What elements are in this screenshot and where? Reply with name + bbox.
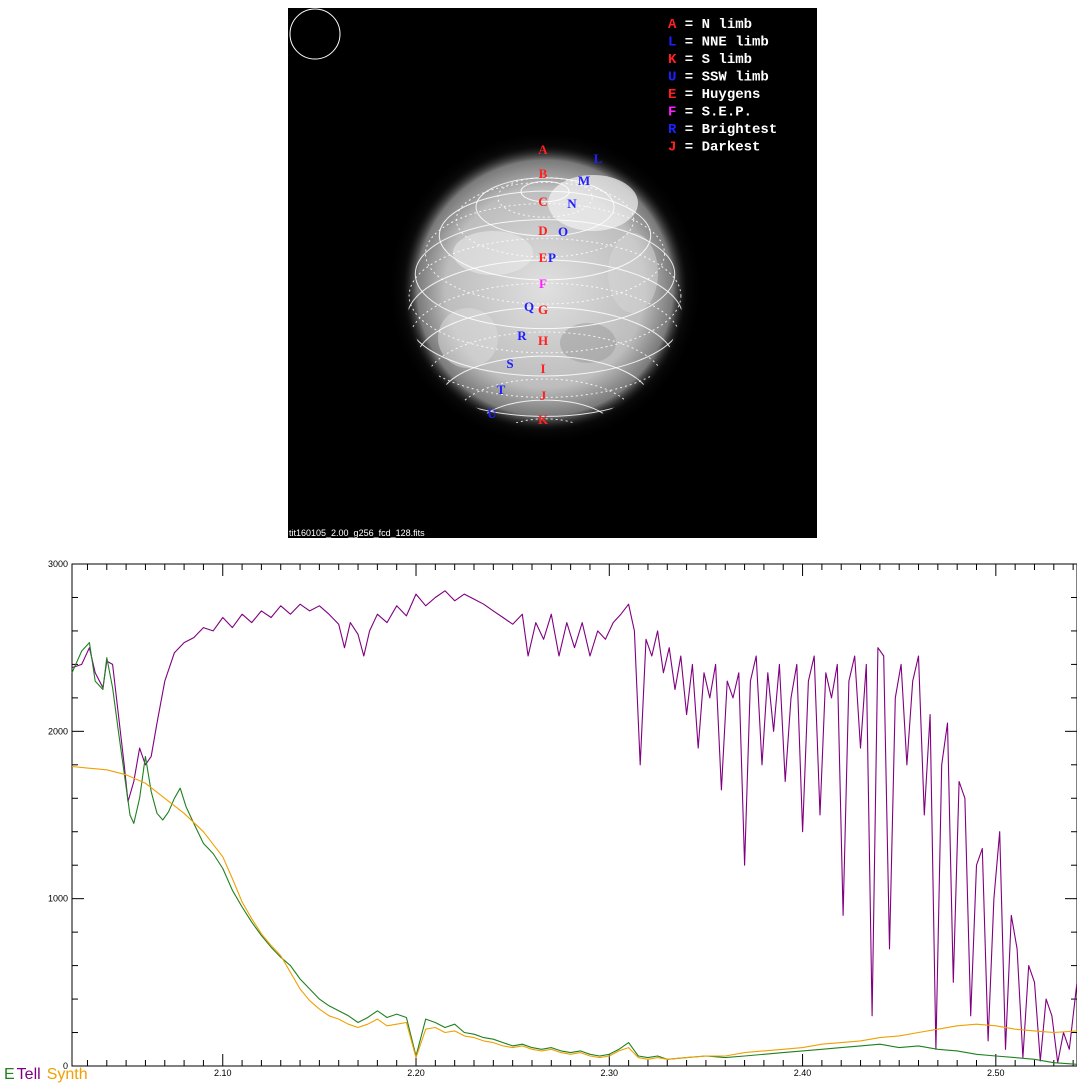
- latitude-line: [520, 181, 570, 203]
- marker-red-k: K: [538, 412, 549, 427]
- beam-circle-icon: [289, 8, 341, 60]
- legend-label: = Brightest: [676, 122, 777, 138]
- marker-red-g: G: [538, 302, 548, 317]
- x-tick-label: 2.10: [214, 1068, 232, 1076]
- legend-letter: F: [668, 105, 676, 121]
- marker-red-h: H: [538, 333, 548, 348]
- series-legend-synth: Synth: [46, 1066, 88, 1083]
- marker-blue-s: S: [506, 356, 513, 371]
- marker-blue-p: P: [548, 250, 556, 265]
- latitude-line: [497, 177, 593, 218]
- marker-red-b: B: [539, 166, 548, 181]
- marker-blue-q: Q: [524, 299, 534, 314]
- marker-red-a: A: [538, 142, 548, 157]
- series-legend-tell: Tell: [16, 1066, 41, 1083]
- legend-letter: U: [668, 70, 676, 86]
- marker-blue-u: U: [487, 406, 497, 421]
- y-tick-label: 3000: [48, 559, 68, 569]
- legend-letter: K: [668, 52, 677, 68]
- marker-blue-r: R: [517, 328, 527, 343]
- marker-blue-n: N: [567, 196, 577, 211]
- x-tick-label: 2.20: [407, 1068, 425, 1076]
- series-line-synth: [71, 765, 1077, 1060]
- legend-label: = S.E.P.: [676, 105, 752, 121]
- legend-entry: E = Huygens: [668, 87, 760, 103]
- latitude-line: [475, 399, 615, 426]
- latitude-line: [425, 203, 665, 305]
- series-legend: E Tell Synth: [4, 1066, 94, 1084]
- legend-label: = SSW limb: [676, 70, 768, 86]
- y-tick-label: 0: [63, 1061, 68, 1071]
- y-tick-label: 2000: [48, 726, 68, 736]
- legend-label: = Huygens: [676, 87, 760, 103]
- marker-red-j: J: [540, 388, 547, 403]
- legend-letter: A: [668, 17, 677, 33]
- x-tick-label: 2.40: [794, 1068, 812, 1076]
- legend-label: = N limb: [676, 17, 752, 33]
- legend-entry: A = N limb: [668, 17, 752, 33]
- legend-letter: E: [668, 87, 676, 103]
- legend-label: = S limb: [676, 52, 752, 68]
- series-line-tell: [71, 590, 1077, 1064]
- legend-letter: J: [668, 140, 676, 156]
- latitude-line: [408, 238, 682, 354]
- legend-entry: U = SSW limb: [668, 70, 769, 86]
- x-tick-label: 2.30: [601, 1068, 619, 1076]
- legend-entry: K = S limb: [668, 52, 752, 68]
- marker-blue-l: L: [594, 151, 603, 166]
- marker-blue-m: M: [578, 173, 590, 188]
- x-tick-label: 2.50: [987, 1068, 1005, 1076]
- latitude-line: [414, 219, 676, 330]
- y-tick-label: 1000: [48, 894, 68, 904]
- series-legend-e: E: [4, 1066, 15, 1083]
- latitude-line: [455, 181, 635, 258]
- marker-f: F: [539, 276, 547, 291]
- series-line-e: [71, 642, 1077, 1065]
- series-lines: [71, 590, 1077, 1065]
- legend-label: = NNE limb: [676, 35, 768, 51]
- axis-ticks: 2.10 2.20 2.30 2.40 2.50 0 1000 2000 3000: [48, 559, 1077, 1078]
- legend-label: = Darkest: [676, 140, 760, 156]
- spectrum-plot: 2.10 2.20 2.30 2.40 2.50 0 1000 2000 3000: [48, 559, 1077, 1078]
- marker-red-i: I: [540, 361, 545, 376]
- legend-letter: L: [668, 35, 676, 51]
- marker-blue-o: O: [558, 224, 568, 239]
- latitude-line: [438, 190, 652, 281]
- marker-red-d: D: [538, 223, 547, 238]
- legend-entry: J = Darkest: [668, 140, 760, 156]
- legend-letter: R: [668, 122, 677, 138]
- marker-red-c: C: [538, 194, 547, 209]
- latitude-line: [407, 259, 683, 377]
- marker-blue-t: T: [497, 382, 506, 397]
- legend-entry: L = NNE limb: [668, 35, 769, 51]
- legend-entry: F = S.E.P.: [668, 105, 752, 121]
- marker-red-e: E: [539, 250, 548, 265]
- legend-entry: R = Brightest: [668, 122, 777, 138]
- latitude-line: [475, 177, 615, 237]
- spectrum-chart: 2.10 2.20 2.30 2.40 2.50 0 1000 2000 3000: [0, 556, 1077, 1088]
- plot-frame: [71, 563, 1077, 1067]
- image-caption: tit160105_2.00_g256_fcd_128.fits: [289, 528, 425, 538]
